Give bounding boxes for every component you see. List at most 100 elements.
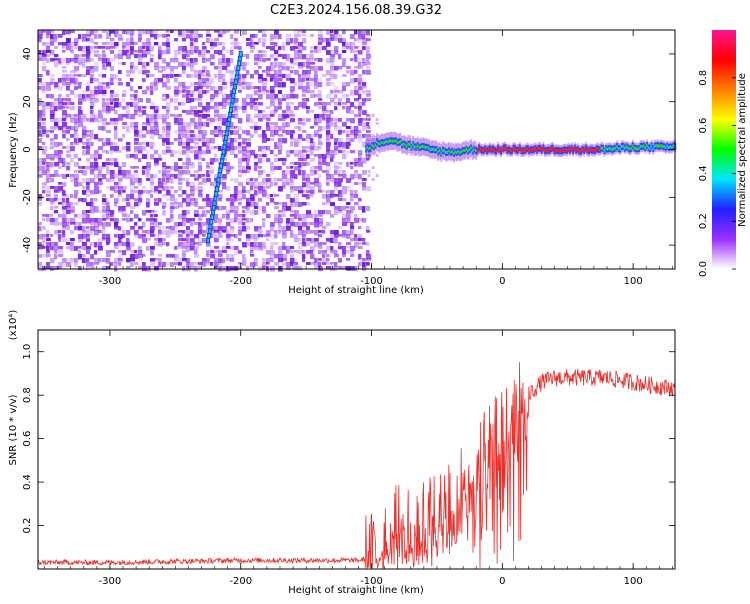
ridge-core — [581, 147, 584, 151]
spectrogram-cell — [182, 94, 187, 98]
spectrogram-cell — [338, 174, 343, 177]
ridge-core — [537, 146, 540, 150]
spectrogram-cell — [86, 30, 92, 36]
spectrogram-cell — [358, 30, 362, 35]
spectrogram-cell — [122, 162, 127, 168]
spectrogram-cell — [86, 70, 90, 76]
spectrogram-cell — [206, 74, 211, 78]
spectrogram-cell — [290, 114, 296, 118]
spectrogram-cell — [218, 122, 223, 126]
spectrogram-cell — [262, 58, 266, 63]
spectrogram-cell — [150, 126, 154, 132]
spectrogram-cell — [290, 230, 294, 235]
spectrogram-cell — [330, 202, 335, 207]
spectrogram-cell — [186, 198, 192, 204]
spectrogram-cell — [174, 190, 178, 194]
spectrogram-cell — [366, 226, 370, 232]
spectrogram-cell — [186, 130, 191, 134]
spectrogram-cell — [146, 238, 151, 241]
spectrogram-cell — [270, 234, 274, 239]
spectrogram-cell — [294, 30, 300, 34]
spectrogram-cell — [66, 238, 71, 242]
spectrogram-cell — [190, 134, 195, 138]
spectrogram-cell — [358, 262, 362, 267]
spectrogram-cell — [38, 254, 43, 258]
spectrogram-cell — [70, 78, 75, 84]
spectrogram-cell — [342, 266, 346, 270]
spectrogram-cell — [154, 82, 158, 87]
spectrogram-cell — [254, 262, 258, 267]
spectrogram-cell — [354, 78, 358, 83]
spectrogram-cell — [350, 138, 355, 143]
colorbar-gradient — [712, 30, 736, 269]
spectrogram-cell — [342, 30, 346, 35]
spectrogram-cell — [46, 190, 51, 194]
spectrogram-cell — [202, 110, 206, 115]
spectrogram-cell — [298, 122, 302, 125]
spectrogram-cell — [70, 206, 75, 212]
spectrogram-cell — [110, 30, 116, 34]
spectrogram-cell — [246, 86, 251, 90]
spectrogram-cell — [246, 266, 250, 271]
spectrogram-cell — [90, 154, 95, 160]
spectrogram-cell — [86, 150, 91, 155]
spectrogram-cell — [174, 58, 179, 63]
colorbar-tick-label: 0.6 — [698, 118, 709, 134]
spectrogram-cell — [118, 258, 123, 262]
spectrogram-cell — [338, 150, 343, 154]
spectrogram-cell — [106, 266, 111, 270]
spectrogram-cell — [306, 210, 312, 215]
spectrogram-cell — [262, 70, 266, 73]
ridge-core — [569, 148, 572, 152]
spectrogram-cell — [198, 222, 202, 227]
spectrogram-cell — [294, 106, 299, 111]
spectrogram-cell — [334, 94, 338, 99]
spectrogram-cell — [162, 230, 167, 236]
spectrogram-cell — [182, 246, 187, 250]
ridge-core — [371, 143, 374, 147]
spectrogram-cell — [114, 242, 119, 246]
spectrogram-cell — [198, 50, 202, 55]
spectrogram-cell — [270, 110, 275, 115]
track-core — [227, 121, 230, 126]
spectrogram-cell — [350, 194, 355, 198]
spectrogram-cell — [46, 34, 50, 39]
spectrogram-cell — [46, 198, 50, 202]
spectrogram-cell — [282, 210, 286, 215]
spectrogram-cell — [174, 162, 179, 167]
spectrogram-cell — [258, 154, 263, 157]
spectrogram-cell — [310, 90, 315, 94]
spectrogram-cell — [354, 162, 358, 167]
spectrogram-cell — [38, 226, 42, 232]
spectrogram-cell — [214, 182, 218, 187]
spectrogram-cell — [326, 178, 330, 182]
spectrogram-cell — [54, 174, 59, 177]
spectrogram-cell — [102, 138, 107, 142]
spectrogram-cell — [46, 134, 50, 138]
spectrogram-cell — [78, 246, 82, 249]
spectrogram-cell — [54, 162, 60, 167]
spectrogram-cell — [358, 34, 363, 40]
spectrogram-cell — [58, 202, 63, 205]
spectrogram-cell — [218, 194, 223, 200]
spectrogram-cell — [202, 54, 206, 60]
spectrogram-cell — [310, 134, 314, 138]
spectrogram-cell — [82, 150, 87, 156]
spectrogram-cell — [166, 102, 171, 107]
spectrogram-cell — [218, 50, 223, 56]
spectrogram-cell — [346, 266, 351, 271]
spectrogram-cell — [154, 86, 159, 91]
spectrogram-cell — [150, 82, 156, 86]
spectrogram-cell — [126, 242, 130, 248]
spectrogram-cell — [162, 118, 167, 124]
spectrogram-cell — [358, 74, 363, 78]
spectrogram-cell — [50, 146, 54, 150]
spectrogram-cell — [286, 66, 290, 71]
spectrogram-cell — [70, 242, 74, 247]
spectrogram-cell — [54, 54, 59, 58]
spectrogram-cell — [242, 186, 246, 191]
spectrogram-cell — [118, 62, 124, 65]
spectrogram-cell — [375, 118, 379, 121]
spectrogram-cell — [214, 134, 220, 138]
spectrogram-cell — [262, 146, 267, 150]
